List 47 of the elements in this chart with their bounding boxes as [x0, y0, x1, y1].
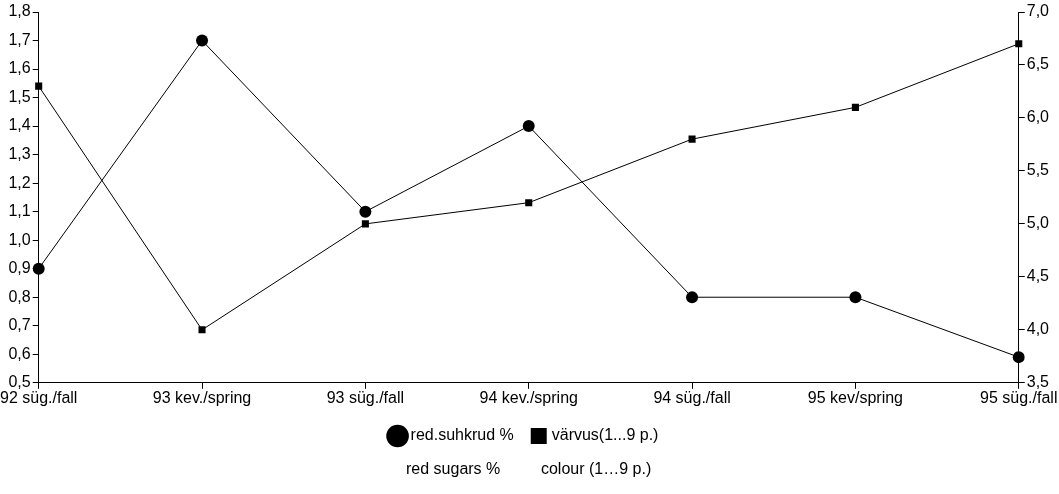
y-tick-label: 1,1 [8, 202, 31, 220]
y-tick-label: 1,8 [8, 2, 31, 20]
x-tick-label: 95 süg./fall [980, 388, 1058, 406]
x-tick-label: 93 süg./fall [326, 388, 405, 406]
point [525, 199, 533, 207]
x-tick-label: 94 kev./spring [479, 388, 578, 406]
y-tick-label: 1,7 [8, 30, 31, 48]
y-tick-label: 1,0 [8, 230, 31, 248]
y-tick-label: 1,2 [8, 173, 31, 191]
y2-tick-label: 4,5 [1026, 267, 1050, 285]
x-tick-label: 95 kev/spring [807, 388, 903, 406]
y-tick-label: 0,7 [8, 316, 31, 334]
y2-tick-label: 3,5 [1026, 373, 1050, 391]
point [686, 291, 699, 304]
point [849, 291, 862, 304]
y2-tick-label: 6,0 [1026, 108, 1050, 126]
text: red sugars % [406, 460, 501, 478]
point [1015, 40, 1023, 48]
y2-tick-label: 5,0 [1026, 214, 1050, 232]
x-tick-label: 94 süg./fall [653, 388, 731, 406]
y2-tick-label: 4,0 [1026, 320, 1050, 338]
point [688, 135, 696, 143]
y2-tick-label: 7,0 [1026, 2, 1050, 20]
y-tick-label: 1,6 [8, 59, 31, 77]
x-tick-label: 93 kev./spring [152, 388, 252, 406]
y-tick-label: 0,5 [8, 373, 31, 391]
point [1012, 351, 1025, 364]
y-tick-label: 1,3 [8, 145, 31, 163]
point [361, 220, 369, 228]
text: colour (1…9 p.) [540, 460, 652, 478]
y-tick-label: 0,6 [8, 344, 31, 362]
y-tick-label: 1,4 [8, 116, 31, 134]
y-tick-label: 0,8 [8, 287, 31, 305]
point [359, 205, 372, 218]
legend-label: red.suhkrud % [410, 426, 514, 444]
legend-label: värvus(1...9 p.) [551, 426, 659, 444]
point [32, 262, 45, 275]
point [35, 82, 43, 90]
point [522, 120, 535, 133]
y2-tick-label: 5,5 [1026, 161, 1050, 179]
point [851, 103, 859, 111]
y2-tick-label: 6,5 [1026, 55, 1050, 73]
y-tick-label: 1,5 [8, 87, 31, 105]
x-tick-label: 92 süg./fall [0, 388, 78, 406]
point [198, 326, 206, 334]
y-tick-label: 0,9 [8, 259, 31, 277]
point [196, 34, 209, 47]
